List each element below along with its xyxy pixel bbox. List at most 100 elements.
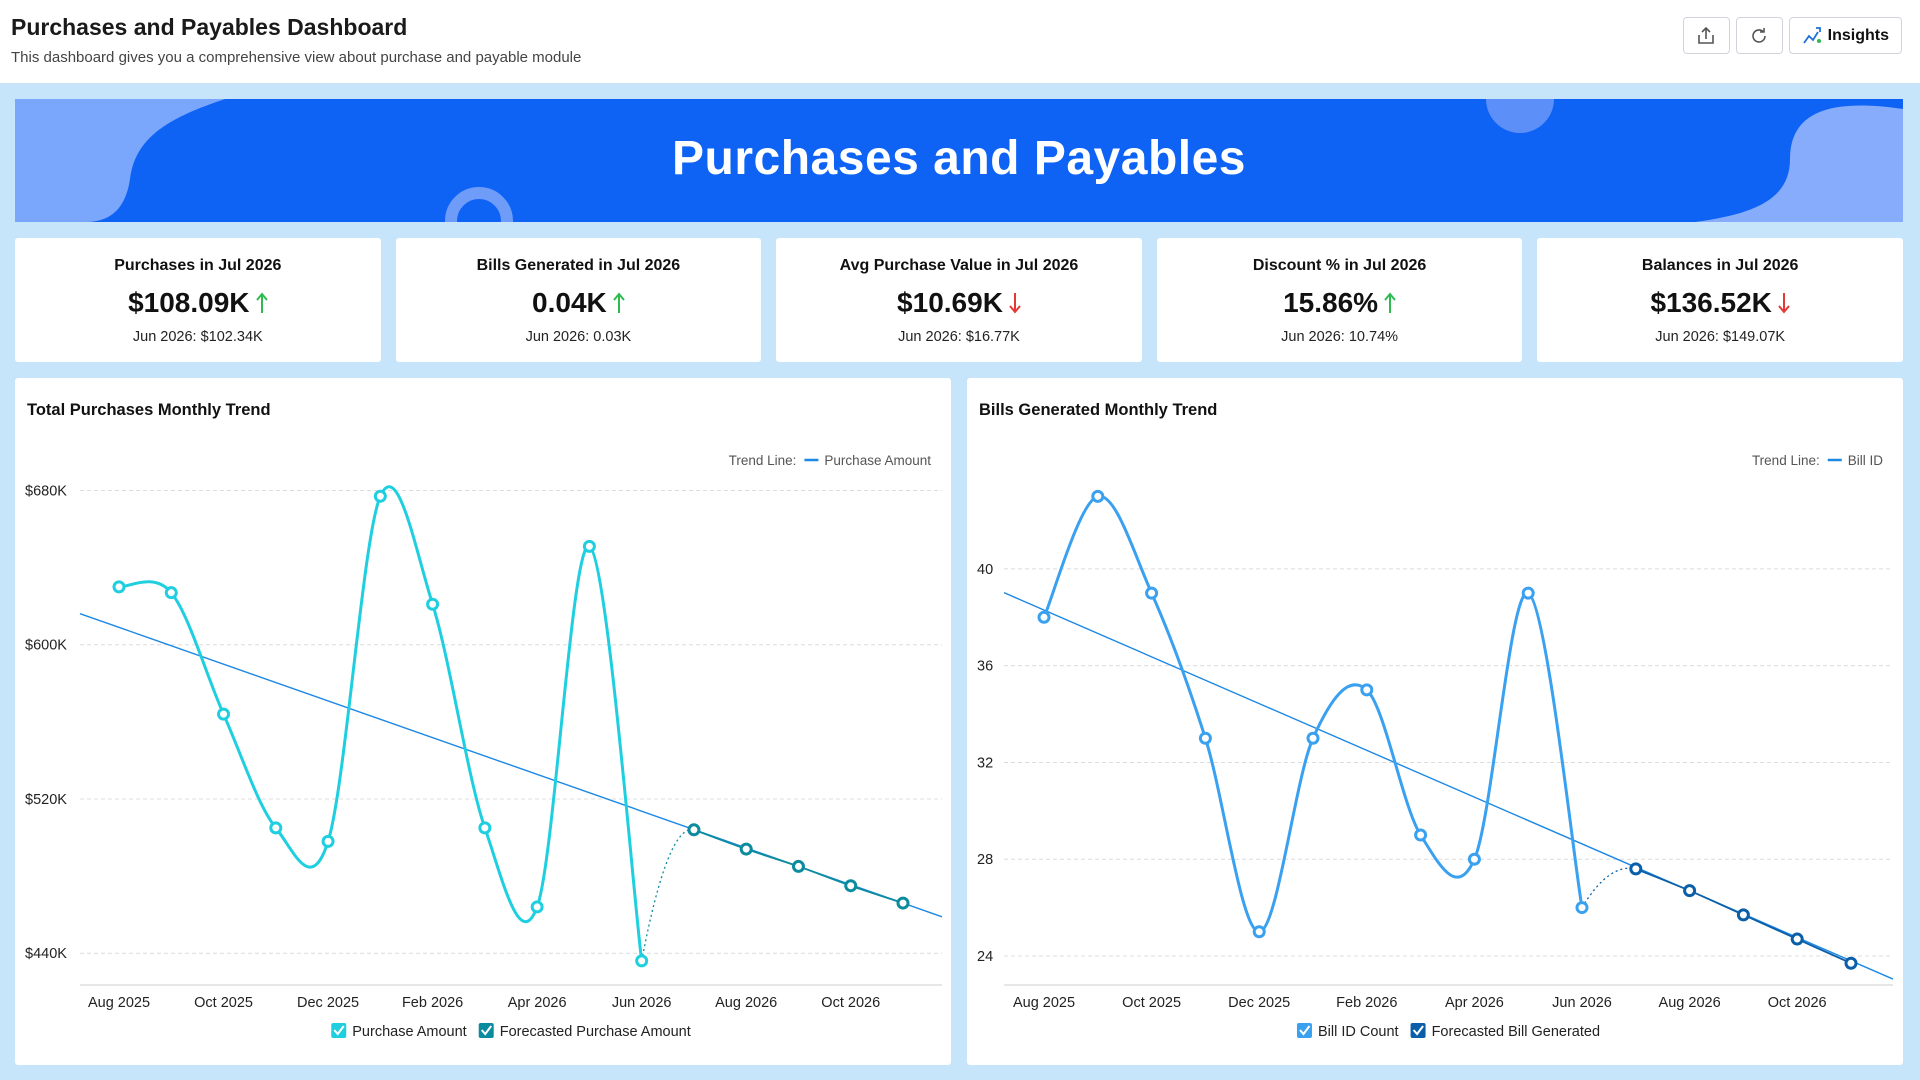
legend-checkbox [331,1023,347,1038]
x-tick-label: Oct 2025 [1122,995,1181,1011]
kpi-comparison: Jun 2026: $102.34K [132,329,263,345]
data-point [164,586,178,600]
legend-item[interactable]: Forecasted Purchase Amount [478,1023,691,1040]
trend-arrow [255,292,268,313]
trend-line [1003,592,1894,980]
data-point [112,580,126,594]
kpi-title: Balances in Jul 2026 [1641,257,1799,274]
dashboard-title: Purchases and Payables Dashboard [11,14,408,40]
data-point [1414,828,1428,842]
chart-title: Bills Generated Monthly Trend [979,401,1217,419]
kpi-card: Discount % in Jul 2026 15.86% Jun 2026: 10… [1156,238,1523,362]
data-point [739,842,753,856]
kpi-title: Discount % in Jul 2026 [1252,257,1427,274]
y-tick-label: 40 [977,562,993,578]
x-tick-label: Aug 2026 [1659,995,1721,1011]
data-point [1521,586,1535,600]
kpi-comparison: Jun 2026: $149.07K [1655,329,1786,345]
x-tick-label: Jun 2026 [1552,995,1612,1011]
kpi-comparison: Jun 2026: $16.77K [898,329,1020,345]
data-point [373,489,387,503]
data-point [1683,884,1697,898]
insights-button[interactable]: Insights [1788,17,1902,54]
data-point [582,539,596,553]
legend-checkbox [1410,1023,1426,1038]
trend-arrow [1778,293,1790,314]
decor-blob [1695,105,1903,222]
insights-icon [1802,26,1821,44]
kpi-card: Purchases in Jul 2026 $108.09K Jun 2026: $… [15,238,381,362]
arrow-shape [255,292,268,313]
trend-arrow [1009,293,1021,314]
data-point [321,834,335,848]
y-tick-label: $520K [25,792,67,808]
x-tick-label: Oct 2025 [194,995,253,1011]
data-point [1736,908,1750,922]
refresh-button[interactable] [1735,17,1783,54]
series-line [118,485,644,962]
forecast-connector [641,829,695,962]
data-point [1252,925,1266,939]
kpi-value-row: $10.69K [897,287,1021,319]
trend-legend-name: Bill ID [1848,453,1884,468]
data-point [1198,731,1212,745]
chart: Bills Generated Monthly Trend 24 28 32 36 40 A… [977,401,1894,1040]
legend-checkbox [1296,1023,1312,1038]
kpi-title: Purchases in Jul 2026 [114,257,282,274]
kpi-title: Bills Generated in Jul 2026 [476,257,681,274]
data-point [217,707,231,721]
legend-item[interactable]: Forecasted Bill Generated [1410,1023,1600,1040]
dashboard-subtitle: This dashboard gives you a comprehensive… [11,49,582,66]
share-icon [1698,26,1714,44]
arrow-shape [1009,293,1021,314]
insights-label: Insights [1827,26,1889,44]
x-tick-label: Feb 2026 [402,995,463,1011]
y-tick-label: $440K [25,946,67,962]
data-point [1844,956,1858,970]
legend-item[interactable]: Purchase Amount [331,1023,467,1040]
banner: Purchases and Payables [15,99,1903,222]
x-tick-label: Apr 2026 [1445,995,1504,1011]
x-tick-label: Oct 2026 [1768,995,1827,1011]
forecast-connector [1581,867,1636,908]
kpi-card: Avg Purchase Value in Jul 2026 $10.69K Jun… [776,238,1142,362]
trend-arrow [1384,292,1396,313]
chart-panel: Total Purchases Monthly Trend $440K $520K $… [15,378,951,1065]
x-tick-label: Aug 2025 [1013,995,1075,1011]
kpi-value: 15.86% [1283,287,1379,318]
kpi-comparison: Jun 2026: 0.03K [525,329,632,345]
data-point [426,597,440,611]
y-tick-label: 32 [977,755,993,771]
data-point [896,896,910,910]
banner-decor [15,99,1903,222]
chart: Total Purchases Monthly Trend $440K $520K $… [25,401,943,1040]
decor-circle [1486,99,1554,133]
chart-panel: Bills Generated Monthly Trend 24 28 32 36 40 A… [967,378,1903,1065]
data-point [687,823,701,837]
y-tick-label: $600K [25,638,67,654]
data-point [844,879,858,893]
kpi-value: 0.04K [532,287,607,318]
data-point [530,900,544,914]
legend-item[interactable]: Bill ID Count [1296,1023,1399,1040]
data-point [269,821,283,835]
legend-checkbox [478,1023,494,1038]
y-tick-label: 24 [977,949,993,965]
x-tick-label: Aug 2026 [715,995,777,1011]
data-point [791,859,805,873]
kpi-value-row: $108.09K [128,287,268,319]
legend-check [480,1025,493,1036]
kpi-value: $10.69K [897,287,1003,318]
data-point [1306,731,1320,745]
arrow-shape [1384,292,1396,313]
data-point [1790,932,1804,946]
y-tick-label: $680K [25,483,67,499]
x-tick-label: Oct 2026 [821,995,880,1011]
arrow-shape [612,292,625,313]
toolbar: Insights [1682,17,1902,54]
share-button[interactable] [1682,17,1730,54]
refresh-icon [1752,27,1766,43]
kpi-comparison: Jun 2026: 10.74% [1281,329,1399,345]
x-tick-label: Jun 2026 [612,995,672,1011]
